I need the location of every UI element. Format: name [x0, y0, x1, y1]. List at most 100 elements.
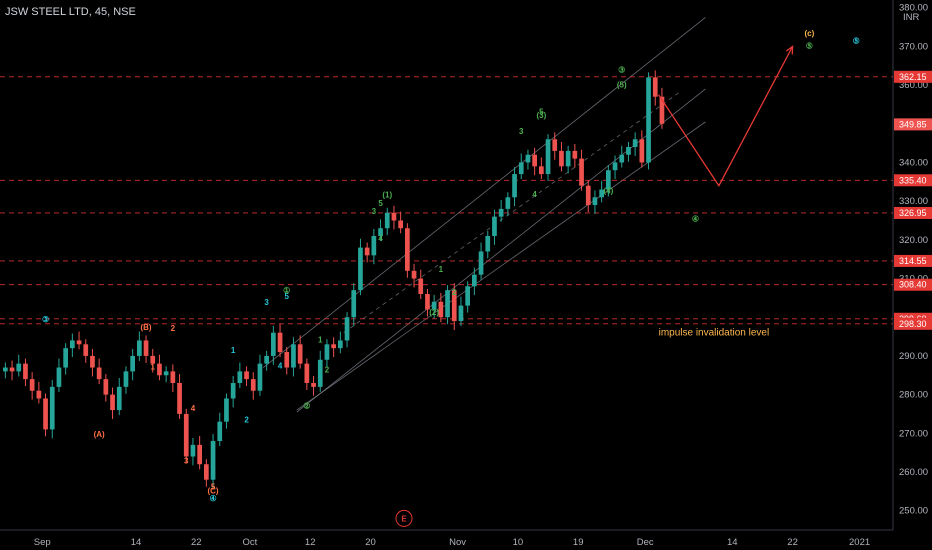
candle-body: [103, 379, 109, 395]
candle-body: [492, 216, 497, 236]
candle-body: [626, 147, 631, 155]
candle-body: [224, 398, 229, 422]
level-badge: [894, 174, 932, 187]
event-marker-label: E: [401, 514, 407, 523]
candle-body: [559, 150, 564, 167]
wave-label: (5): [617, 80, 627, 89]
wave-label: 1: [439, 265, 444, 274]
candle: [137, 331, 142, 361]
candle-body: [505, 197, 511, 209]
wave-label: (B): [140, 323, 151, 332]
wave-label: 4: [278, 362, 283, 371]
level-badge: [894, 254, 932, 267]
candle-body: [163, 371, 169, 376]
time-tick-label: 20: [365, 537, 376, 548]
candle: [344, 312, 350, 348]
candle-body: [512, 174, 517, 198]
candle: [217, 412, 223, 447]
candle: [378, 219, 383, 242]
wave-label: 1: [151, 363, 156, 372]
candle-body: [532, 154, 537, 167]
price-tick-label: 370.00: [899, 41, 928, 52]
wave-label: ③: [618, 66, 625, 75]
projection-path: [658, 45, 794, 187]
candle: [418, 269, 424, 300]
candle-body: [116, 386, 122, 411]
candle: [425, 288, 430, 317]
time-axis[interactable]: Sep 14 22 Oct 12 20 Nov 10 19 Dec 14 22 2021: [0, 529, 893, 548]
candle: [371, 229, 377, 265]
time-tick-label: Oct: [243, 537, 258, 548]
candle: [163, 366, 169, 383]
candle: [123, 366, 129, 394]
candle-body: [237, 371, 243, 383]
wave-label: (3): [536, 111, 546, 120]
candle: [291, 337, 296, 377]
level-badge-label: 314.55: [899, 256, 927, 266]
candle-body: [518, 162, 524, 175]
wave-label: 1: [318, 336, 323, 345]
candle-body: [599, 189, 604, 198]
candle-body: [552, 139, 558, 151]
candle: [96, 358, 102, 385]
candle-body: [398, 220, 403, 229]
event-marker-circle: [395, 509, 413, 527]
candle-body: [565, 150, 571, 167]
candle-body: [411, 270, 417, 279]
candle: [585, 180, 591, 212]
time-tick-label: 12: [305, 537, 316, 548]
candle: [311, 376, 316, 396]
candle-body: [210, 441, 216, 480]
channel-line-2: [296, 121, 706, 411]
wave-label: 2: [452, 288, 457, 297]
wave-label: 2: [244, 416, 249, 425]
candle: [277, 323, 283, 358]
candle-body: [612, 162, 618, 171]
time-tick-label: Sep: [34, 537, 51, 548]
candle-body: [324, 344, 330, 360]
wave-label: 3: [264, 298, 269, 307]
candle: [659, 87, 665, 129]
price-axis[interactable]: 250.00260.00270.00280.00290.00300.00310.…: [892, 0, 932, 550]
candle: [284, 347, 290, 375]
candle-body: [123, 371, 129, 387]
candle-body: [545, 139, 551, 175]
candle: [230, 376, 236, 408]
candle: [579, 149, 584, 191]
candle: [485, 230, 491, 259]
candle-body: [264, 355, 269, 364]
time-tick-label: 2021: [849, 537, 870, 548]
candle: [183, 408, 189, 464]
candle-body: [478, 251, 484, 275]
candle: [384, 207, 390, 236]
candle-body: [3, 367, 8, 372]
candle-body: [204, 464, 209, 480]
candle-body: [338, 340, 343, 349]
candle: [9, 360, 15, 381]
candle: [63, 343, 68, 375]
price-tick-label: 250.00: [899, 506, 928, 517]
candle-body: [431, 301, 437, 310]
candle: [391, 205, 397, 230]
candle: [324, 339, 330, 367]
candle: [331, 337, 336, 358]
candle-body: [317, 359, 323, 387]
candle: [626, 141, 631, 162]
candle: [518, 153, 524, 180]
price-tick-label: 360.00: [899, 80, 928, 91]
wave-label: 3: [184, 456, 189, 465]
candle-body: [391, 212, 397, 221]
time-tick-label: Nov: [449, 537, 466, 548]
candle-body: [331, 344, 336, 349]
chart-title: JSW STEEL LTD, 45, NSE: [5, 6, 136, 18]
candle-body: [652, 77, 658, 97]
wave-label: ⑤: [853, 37, 860, 46]
candle: [539, 157, 544, 180]
candle: [83, 339, 89, 363]
candle: [36, 381, 42, 404]
wave-label: 4: [191, 404, 196, 413]
last-price-badge: [894, 118, 932, 131]
candle-body: [217, 421, 223, 442]
